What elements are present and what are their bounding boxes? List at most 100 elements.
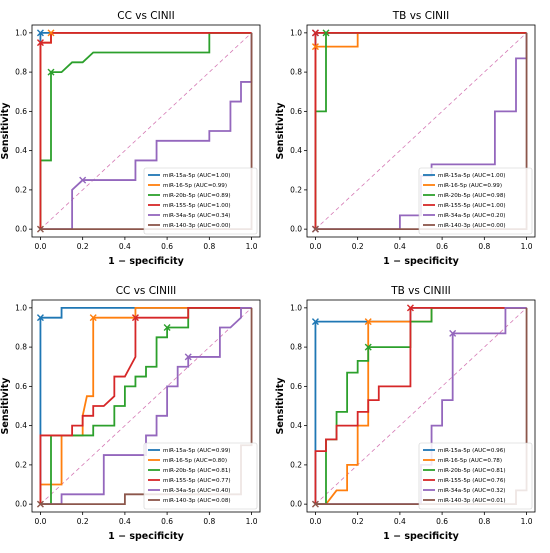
roc-curve-4 <box>39 306 252 505</box>
optimal-point-marker-2 <box>364 318 372 326</box>
optimal-point-marker-2 <box>311 43 319 51</box>
x-tick-label: 0.0 <box>309 242 321 251</box>
roc-panel-3: CC vs CINIII 1 − specificity Sensitivity 0.… <box>0 285 261 542</box>
chance-diagonal <box>40 32 252 230</box>
y-tick-label: 0.8 <box>290 343 302 352</box>
roc-curve-5 <box>40 306 252 506</box>
legend-entry: miR-16-5p (AUC=0.99) <box>438 183 502 189</box>
y-tick-label: 0.0 <box>15 500 27 509</box>
x-tick-label: 0.4 <box>119 517 131 526</box>
roc-curve-5 <box>40 32 253 231</box>
x-tick-label: 0.6 <box>436 242 448 251</box>
x-tick-label: 1.0 <box>246 517 258 526</box>
x-tick-label: 0.4 <box>119 242 131 251</box>
roc-panel-1: CC vs CINII 1 − specificity Sensitivity 0.0… <box>0 10 261 267</box>
optimal-point-marker-5 <box>184 353 192 361</box>
legend-entry: miR-155-5p (AUC=1.00) <box>163 203 231 209</box>
x-tick-label: 0.2 <box>77 517 89 526</box>
y-tick-label: 0.2 <box>15 460 27 469</box>
optimal-point-marker-6 <box>36 225 44 233</box>
legend-box <box>418 442 533 510</box>
y-tick-label: 0.6 <box>290 107 302 116</box>
x-tick-label: 0.0 <box>34 517 46 526</box>
optimal-point-marker-6 <box>36 500 44 508</box>
x-tick-label: 0.8 <box>203 242 215 251</box>
y-tick-label: 0.2 <box>15 185 27 194</box>
legend-entry: miR-20b-5p (AUC=0.98) <box>438 193 506 199</box>
legend-entry: miR-16-5p (AUC=0.80) <box>163 458 227 464</box>
legend-entry: miR-16-5p (AUC=0.99) <box>163 183 227 189</box>
optimal-point-marker-5 <box>449 329 457 337</box>
roc-curve-3 <box>40 306 252 506</box>
roc-panel-2: TB vs CINII 1 − specificity Sensitivity 0.0… <box>275 10 536 267</box>
y-tick-label: 0.8 <box>15 343 27 352</box>
roc-curve-4 <box>39 31 252 230</box>
y-axis-label: Sensitivity <box>275 102 286 160</box>
y-tick-label: 1.0 <box>15 303 27 312</box>
chart-title: CC vs CINIII <box>116 285 177 297</box>
x-tick-label: 0.6 <box>161 517 173 526</box>
x-tick-label: 0.4 <box>394 517 406 526</box>
y-tick-label: 0.6 <box>15 382 27 391</box>
y-tick-label: 0.6 <box>290 382 302 391</box>
legend: miR-15a-5p (AUC=1.00) miR-16-5p (AUC=0.99… <box>143 167 258 235</box>
y-tick-label: 0.8 <box>15 68 27 77</box>
y-tick-label: 0.4 <box>15 421 27 430</box>
x-tick-label: 0.0 <box>309 517 321 526</box>
legend-entry: miR-15a-5p (AUC=1.00) <box>438 173 505 179</box>
chance-diagonal <box>315 32 527 230</box>
legend: miR-15a-5p (AUC=0.99) miR-16-5p (AUC=0.80… <box>143 442 258 510</box>
y-tick-label: 0.0 <box>290 225 302 234</box>
x-tick-label: 0.6 <box>161 242 173 251</box>
legend-entry: miR-140-3p (AUC=0.01) <box>438 498 506 504</box>
optimal-point-marker-1 <box>311 318 319 326</box>
optimal-point-marker-2 <box>89 314 97 322</box>
legend-entry: miR-140-3p (AUC=0.08) <box>163 498 231 504</box>
legend-entry: miR-16-5p (AUC=0.78) <box>438 458 502 464</box>
optimal-point-marker-2 <box>47 29 55 37</box>
chance-diagonal <box>315 307 527 505</box>
chart-title: TB vs CINIII <box>390 285 451 297</box>
optimal-point-marker-3 <box>364 343 372 351</box>
optimal-point-marker-6 <box>311 225 319 233</box>
x-tick-label: 0.2 <box>352 517 364 526</box>
x-tick-label: 0.4 <box>394 242 406 251</box>
y-tick-label: 1.0 <box>15 28 27 37</box>
optimal-point-marker-5 <box>79 176 87 184</box>
x-tick-label: 0.2 <box>352 242 364 251</box>
optimal-point-marker-3 <box>322 29 330 37</box>
optimal-point-marker-1 <box>36 314 44 322</box>
roc-curve-1 <box>39 306 252 505</box>
legend-entry: miR-140-3p (AUC=0.00) <box>163 223 231 229</box>
legend: miR-15a-5p (AUC=0.96) miR-16-5p (AUC=0.78… <box>418 442 533 510</box>
x-tick-label: 0.0 <box>34 242 46 251</box>
optimal-point-marker-4 <box>311 29 319 37</box>
y-tick-label: 1.0 <box>290 28 302 37</box>
legend-entry: miR-34a-5p (AUC=0.40) <box>163 488 230 494</box>
y-tick-label: 0.4 <box>290 421 302 430</box>
y-tick-label: 0.8 <box>290 68 302 77</box>
legend-entry: miR-15a-5p (AUC=0.99) <box>163 448 230 454</box>
roc-panel-4: TB vs CINIII 1 − specificity Sensitivity 0.… <box>275 285 536 542</box>
x-tick-label: 0.8 <box>478 517 490 526</box>
legend-entry: miR-20b-5p (AUC=0.81) <box>438 468 506 474</box>
roc-curve-2 <box>39 306 252 505</box>
legend: miR-15a-5p (AUC=1.00) miR-16-5p (AUC=0.99… <box>418 167 533 235</box>
optimal-point-marker-3 <box>163 323 171 331</box>
roc-curve-3 <box>39 31 252 230</box>
y-tick-label: 0.0 <box>290 500 302 509</box>
y-axis-label: Sensitivity <box>0 102 11 160</box>
legend-entry: miR-20b-5p (AUC=0.81) <box>163 468 231 474</box>
legend-entry: miR-155-5p (AUC=0.76) <box>438 478 506 484</box>
x-tick-label: 0.8 <box>478 242 490 251</box>
x-tick-label: 0.2 <box>77 242 89 251</box>
legend-entry: miR-155-5p (AUC=1.00) <box>438 203 506 209</box>
optimal-point-marker-4 <box>406 304 414 312</box>
y-axis-label: Sensitivity <box>0 377 11 435</box>
legend-entry: miR-34a-5p (AUC=0.20) <box>438 213 505 219</box>
x-axis-label: 1 − specificity <box>108 256 184 267</box>
legend-box <box>143 167 258 235</box>
y-tick-label: 0.2 <box>290 460 302 469</box>
